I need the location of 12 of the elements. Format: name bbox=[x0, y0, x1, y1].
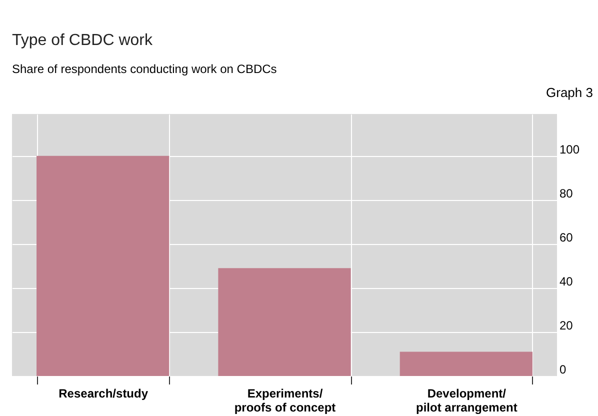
y-tick-label: 40 bbox=[560, 274, 574, 288]
y-tick-label: 20 bbox=[560, 318, 574, 332]
y-tick-label: 100 bbox=[560, 142, 580, 156]
y-tick-label: 80 bbox=[560, 186, 574, 200]
x-tick-label: Experiments/ proofs of concept bbox=[234, 386, 336, 414]
x-tick-label: Research/study bbox=[58, 386, 148, 400]
chart-subtitle: Share of respondents conducting work on CBDCs bbox=[12, 62, 277, 76]
x-tick-label: Development/ pilot arrangement bbox=[416, 386, 518, 414]
caption: Graph 3 bbox=[546, 85, 593, 100]
y-tick-label: 0 bbox=[560, 362, 566, 376]
y-tick-label: 60 bbox=[560, 230, 574, 244]
chart-title: Type of CBDC work bbox=[12, 32, 154, 49]
